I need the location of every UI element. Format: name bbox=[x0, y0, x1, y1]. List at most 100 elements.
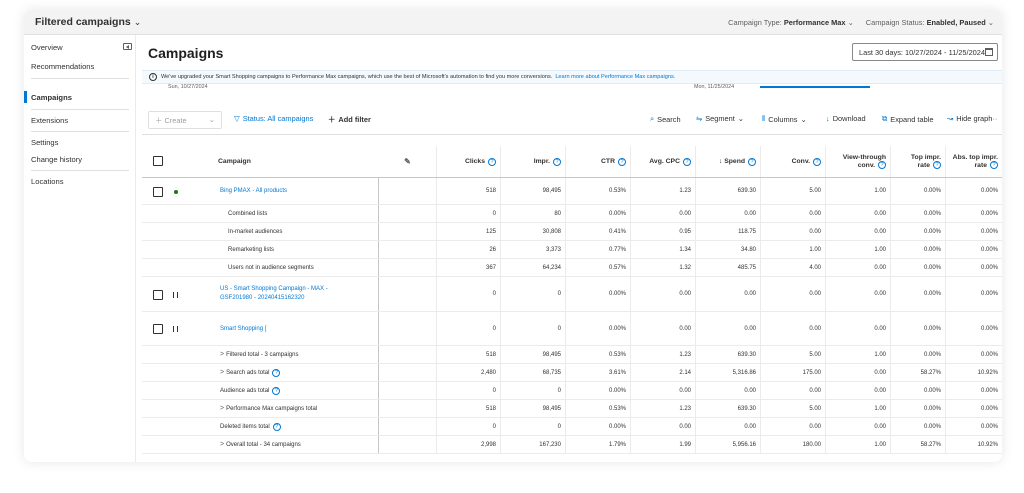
header-view-through[interactable]: View-through conv.? bbox=[826, 146, 891, 177]
chevron-right-icon[interactable]: > bbox=[220, 351, 225, 358]
header-spend[interactable]: ↓ Spend? bbox=[696, 146, 761, 177]
top-impr-header-label-2: rate bbox=[917, 161, 930, 169]
segment-button[interactable]: ⇋ Segment ⌄ bbox=[696, 114, 744, 123]
help-icon[interactable]: ? bbox=[933, 161, 941, 170]
table-row[interactable]: Users not in audience segments 367 64,234 0… bbox=[142, 259, 1002, 277]
collapse-sidebar-icon[interactable] bbox=[123, 43, 132, 50]
download-button[interactable]: ↓ Download bbox=[826, 114, 866, 123]
top-cell: 0.00% bbox=[891, 418, 946, 435]
add-filter-button[interactable]: ＋ Add filter bbox=[328, 114, 371, 125]
learn-more-link[interactable]: Learn more about Performance Max campaig… bbox=[555, 74, 676, 80]
expand-table-label: Expand table bbox=[890, 114, 934, 124]
help-icon[interactable]: ? bbox=[272, 386, 281, 395]
row-checkbox[interactable] bbox=[153, 186, 163, 197]
clicks-cell: 0 bbox=[437, 277, 501, 311]
sidebar-item-extensions[interactable]: Extensions bbox=[31, 116, 69, 125]
table-row[interactable]: Deleted items total? 0 0 0.00% 0.00 0.00 0.00 0… bbox=[142, 418, 1002, 436]
chevron-down-icon: ⌄ bbox=[737, 114, 744, 123]
campaign-type-filter[interactable]: Campaign Type: Performance Max ⌄ bbox=[728, 18, 854, 27]
expand-table-button[interactable]: ⧉ Expand table bbox=[882, 114, 933, 124]
header-avg-cpc[interactable]: Avg. CPC? bbox=[631, 146, 696, 177]
campaign-link[interactable]: Bing PMAX - All products bbox=[220, 188, 288, 194]
help-icon[interactable]: ? bbox=[272, 422, 281, 431]
top-cell: 0.00% bbox=[891, 312, 946, 345]
help-icon[interactable]: ? bbox=[683, 157, 691, 166]
table-row[interactable]: Audience ads total? 0 0 0.00% 0.00 0.00 0.00 0.… bbox=[142, 382, 1002, 400]
conv-cell: 5.00 bbox=[761, 346, 826, 363]
status-filter-button[interactable]: ▽ Status: All campaigns bbox=[234, 114, 313, 123]
sidebar-item-locations[interactable]: Locations bbox=[31, 177, 64, 186]
vtc-cell: 0.00 bbox=[826, 418, 891, 435]
table-row[interactable]: > Performance Max campaigns total 518 98,49… bbox=[142, 400, 1002, 418]
hide-graph-icon: ↝ bbox=[947, 114, 954, 123]
table-row[interactable]: US - Smart Shopping Campaign - MAX - GSF2… bbox=[142, 277, 1002, 312]
cpc-cell: 0.00 bbox=[631, 277, 696, 311]
spend-cell: 0.00 bbox=[696, 312, 761, 345]
header-abs-top-impr[interactable]: Abs. top impr. rate? bbox=[946, 146, 1002, 177]
header-conv[interactable]: Conv.? bbox=[761, 146, 826, 177]
chevron-right-icon[interactable]: > bbox=[220, 441, 225, 448]
chevron-right-icon[interactable]: > bbox=[220, 405, 225, 412]
conv-cell: 1.00 bbox=[761, 241, 826, 258]
campaign-link[interactable]: US - Smart Shopping Campaign - MAX - GSF2… bbox=[220, 285, 328, 303]
table-row[interactable]: > Filtered total - 3 campaigns 518 98,495 0.… bbox=[142, 346, 1002, 364]
sidebar-item-overview[interactable]: Overview bbox=[31, 43, 63, 52]
date-range-picker[interactable]: Last 30 days: 10/27/2024 - 11/25/2024 bbox=[852, 43, 998, 61]
help-icon[interactable]: ? bbox=[272, 368, 281, 377]
paused-status-icon[interactable] bbox=[173, 326, 178, 332]
view-through-header-label: View-through bbox=[842, 153, 886, 161]
table-row[interactable]: > Overall total - 34 campaigns 2,998 167,23… bbox=[142, 436, 1002, 454]
top-cell: 0.00% bbox=[891, 277, 946, 311]
vtc-cell: 1.00 bbox=[826, 436, 891, 453]
sidebar-item-settings[interactable]: Settings bbox=[31, 138, 59, 147]
help-icon[interactable]: ? bbox=[813, 157, 821, 166]
filtered-campaigns-dropdown[interactable]: Filtered campaigns ⌄ bbox=[35, 16, 141, 28]
sidebar-item-change-history[interactable]: Change history bbox=[31, 155, 83, 164]
help-icon[interactable]: ? bbox=[618, 157, 626, 166]
abs-cell: 0.00% bbox=[980, 325, 998, 332]
table-row[interactable]: Bing PMAX - All products 518 98,495 0.53% 1.… bbox=[142, 178, 1002, 205]
campaign-status-filter[interactable]: Campaign Status: Enabled, Paused ⌄ bbox=[866, 18, 994, 27]
columns-button[interactable]: ⦀ Columns ⌄ bbox=[762, 114, 807, 124]
table-row[interactable]: Smart Shopping [0 0 0.00% 0.00 0.00 0.00 0.00 0… bbox=[142, 312, 1002, 346]
search-button[interactable]: ⌕ Search bbox=[650, 114, 681, 124]
calendar-icon bbox=[985, 48, 993, 56]
table-row[interactable]: In-market audiences 125 30,808 0.41% 0.95 118… bbox=[142, 223, 1002, 241]
sidebar-item-campaigns[interactable]: Campaigns bbox=[31, 93, 72, 102]
help-icon[interactable]: ? bbox=[748, 157, 756, 166]
sidebar-item-recommendations[interactable]: Recommendations bbox=[31, 62, 95, 71]
header-clicks[interactable]: Clicks? bbox=[437, 146, 501, 177]
campaign-link[interactable]: Smart Shopping [ bbox=[220, 325, 267, 332]
table-row[interactable]: Remarketing lists 26 3,373 0.77% 1.34 34.80 1.… bbox=[142, 241, 1002, 259]
help-icon[interactable]: ? bbox=[878, 161, 886, 170]
help-icon[interactable]: ? bbox=[553, 157, 561, 166]
hide-graph-label: Hide graph bbox=[956, 114, 993, 123]
help-icon[interactable]: ? bbox=[488, 157, 496, 166]
pencil-icon[interactable]: ✎ bbox=[404, 156, 411, 166]
row-checkbox[interactable] bbox=[153, 324, 163, 334]
spend-cell: 34.80 bbox=[696, 241, 761, 258]
enabled-status-icon[interactable] bbox=[174, 189, 178, 194]
hide-graph-button[interactable]: ↝ Hide graph bbox=[947, 114, 992, 123]
table-row[interactable]: > Search ads total? 2,480 68,735 3.61% 2.14 5,… bbox=[142, 364, 1002, 382]
help-icon[interactable]: ? bbox=[990, 161, 998, 170]
top-cell: 0.00% bbox=[891, 400, 946, 417]
app-window: Filtered campaigns ⌄ Campaign Type: Perfo… bbox=[24, 10, 1002, 462]
ctr-cell: 3.61% bbox=[566, 364, 631, 381]
header-ctr[interactable]: CTR? bbox=[566, 146, 631, 177]
campaign-cell: Audience ads total? bbox=[142, 382, 379, 399]
spend-cell: 639.30 bbox=[696, 400, 761, 417]
more-options-button[interactable]: ··· bbox=[990, 114, 998, 123]
paused-status-icon[interactable] bbox=[173, 291, 178, 298]
audience-segment-label: Users not in audience segments bbox=[228, 264, 314, 271]
select-all-checkbox[interactable] bbox=[153, 156, 163, 166]
header-impr[interactable]: Impr.? bbox=[501, 146, 566, 177]
vtc-cell: 0.00 bbox=[826, 382, 891, 399]
table-row[interactable]: Combined lists 0 80 0.00% 0.00 0.00 0.00 0.00 0.… bbox=[142, 205, 1002, 223]
header-campaign[interactable]: Campaign bbox=[212, 146, 379, 177]
create-button[interactable]: ＋ Create ⌄ bbox=[148, 111, 222, 129]
chevron-right-icon[interactable]: > bbox=[220, 369, 225, 376]
campaign-cell: > Search ads total? bbox=[142, 364, 379, 381]
header-top-impr[interactable]: Top impr. rate? bbox=[891, 146, 946, 177]
row-checkbox[interactable] bbox=[153, 289, 163, 300]
